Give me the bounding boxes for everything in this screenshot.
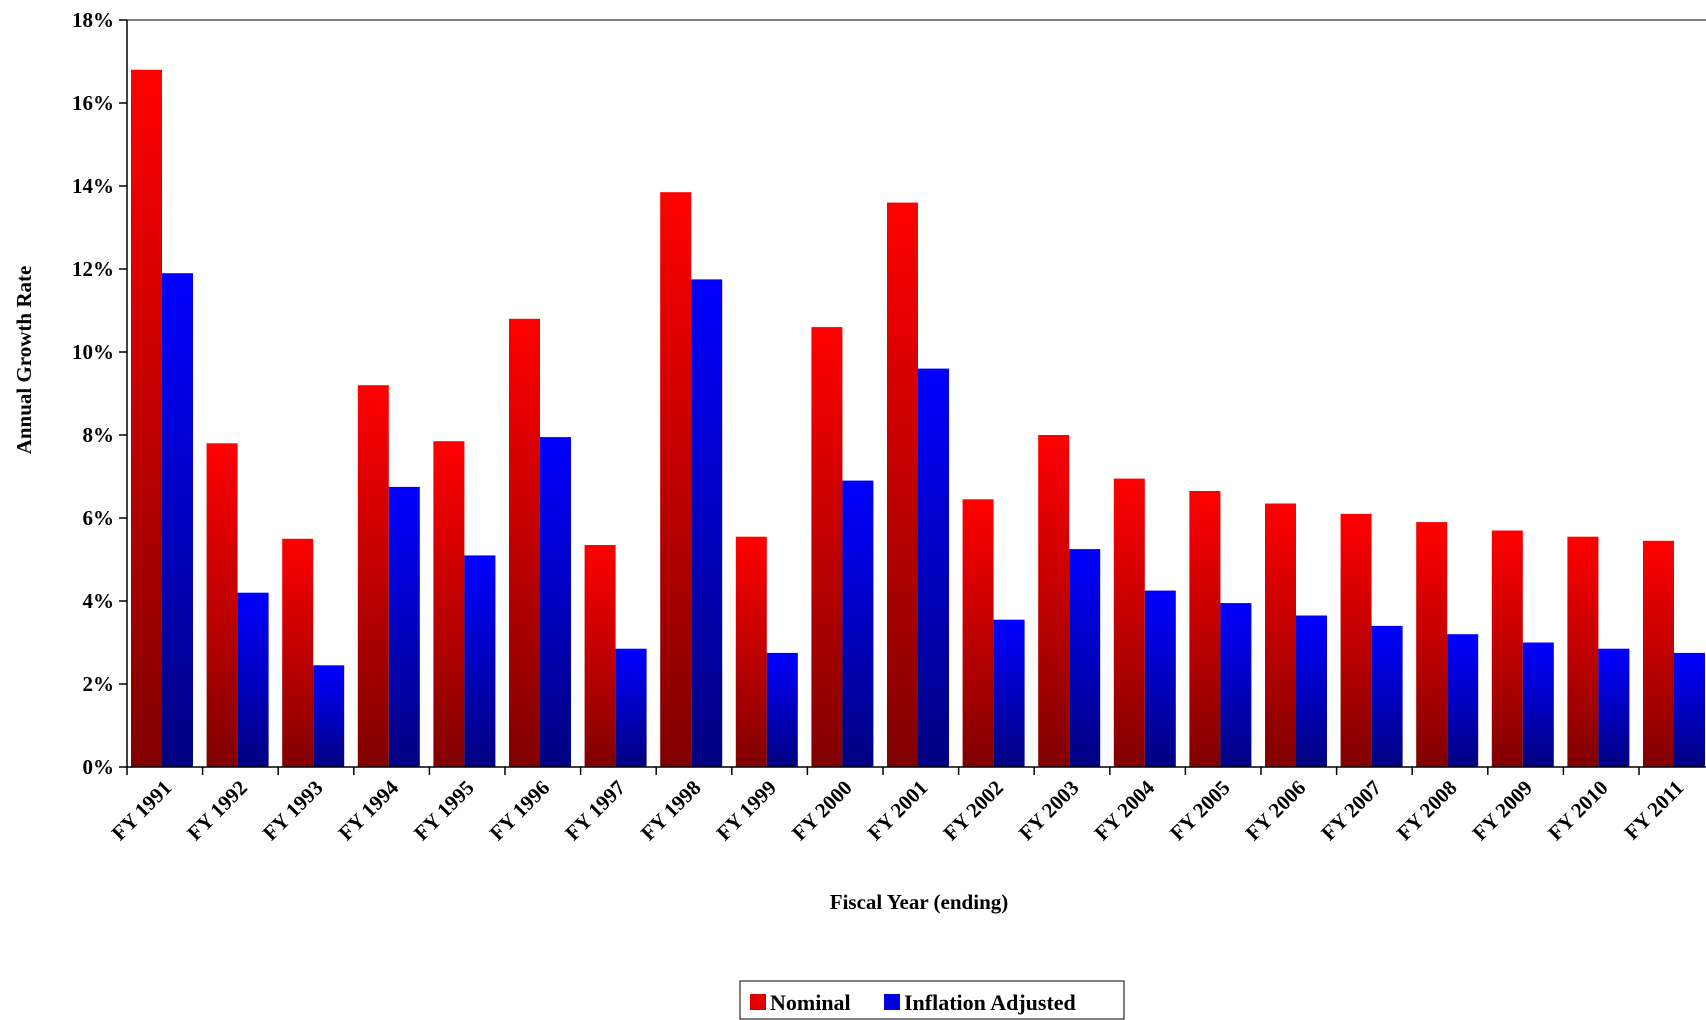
bar-nominal-fy-1994 (357, 385, 389, 767)
bar-inflation-adjusted-fy-1991 (162, 273, 193, 767)
x-tick-label: FY 1991 (107, 776, 177, 846)
bar-inflation-adjusted-fy-2003 (1069, 549, 1101, 767)
bar-nominal-fy-2009 (1491, 530, 1523, 767)
x-tick-label: FY 2011 (1620, 776, 1689, 845)
bar-nominal-fy-2010 (1567, 536, 1599, 767)
x-tick-label: FY 1992 (182, 776, 252, 846)
y-tick-label: 4% (83, 589, 115, 613)
x-tick-label: FY 1997 (560, 776, 630, 846)
legend-label-nominal: Nominal (770, 990, 851, 1015)
bar-inflation-adjusted-fy-1995 (464, 555, 496, 767)
x-axis-title: Fiscal Year (ending) (830, 890, 1009, 914)
legend: Nominal Inflation Adjusted (739, 980, 1125, 1020)
bar-nominal-fy-1992 (206, 443, 238, 767)
x-tick-label: FY 2009 (1468, 776, 1538, 846)
x-ticks-group: FY 1991 FY 1992 FY 1993 FY 1994 FY 1995 FY 19… (107, 767, 1689, 846)
bar-nominal-fy-2006 (1265, 503, 1296, 767)
bar-inflation-adjusted-fy-2004 (1144, 590, 1176, 767)
x-tick-label: FY 1999 (712, 776, 782, 846)
y-axis-title: Annual Growth Rate (12, 266, 36, 455)
legend-swatch-nominal (750, 994, 766, 1010)
x-tick-label: FY 1998 (636, 776, 706, 846)
bar-inflation-adjusted-fy-2005 (1220, 603, 1252, 767)
y-tick-label: 14% (72, 174, 114, 198)
y-ticks-group: 0% 2% 4% 6% 8% 10% 12% 14% 16% 18% (72, 8, 127, 779)
y-tick-label: 10% (72, 340, 114, 364)
y-tick-label: 2% (83, 672, 115, 696)
bar-inflation-adjusted-fy-1998 (691, 279, 723, 767)
x-tick-label: FY 2004 (1090, 775, 1160, 845)
bar-nominal-fy-1993 (282, 538, 314, 768)
bar-inflation-adjusted-fy-2009 (1522, 642, 1554, 767)
x-tick-label: FY 2006 (1241, 776, 1311, 846)
bar-inflation-adjusted-fy-1992 (237, 592, 269, 767)
legend-label-inflation-adjusted: Inflation Adjusted (904, 990, 1076, 1015)
bar-nominal-fy-2005 (1189, 491, 1221, 767)
bar-inflation-adjusted-fy-1993 (313, 665, 345, 767)
legend-swatch-inflation-adjusted (884, 994, 900, 1010)
bar-nominal-fy-2008 (1416, 522, 1448, 767)
x-tick-label: FY 1996 (485, 776, 555, 846)
bar-inflation-adjusted-fy-1997 (615, 648, 647, 767)
bars-group (131, 69, 1705, 768)
bar-inflation-adjusted-fy-2006 (1296, 615, 1327, 767)
y-tick-label: 0% (83, 755, 115, 779)
x-tick-label: FY 2010 (1543, 776, 1613, 846)
y-tick-label: 12% (72, 257, 114, 281)
bar-nominal-fy-1997 (584, 545, 616, 767)
x-tick-label: FY 1993 (258, 776, 328, 846)
x-tick-label: FY 2002 (938, 776, 1008, 846)
bar-nominal-fy-1999 (735, 536, 767, 767)
bar-nominal-fy-1995 (433, 441, 465, 767)
bar-inflation-adjusted-fy-2002 (993, 619, 1025, 767)
bar-nominal-fy-2004 (1113, 478, 1145, 767)
bar-inflation-adjusted-fy-1994 (388, 486, 420, 767)
x-tick-label: FY 2000 (787, 776, 857, 846)
x-tick-label: FY 2008 (1392, 776, 1462, 846)
y-tick-label: 6% (83, 506, 115, 530)
x-tick-label: FY 2007 (1316, 776, 1386, 846)
bar-inflation-adjusted-fy-2007 (1371, 625, 1403, 767)
bar-nominal-fy-1991 (131, 69, 162, 768)
legend-box (739, 980, 1125, 1020)
x-tick-label: FY 2003 (1014, 776, 1084, 846)
bar-nominal-fy-2000 (811, 327, 843, 767)
bar-nominal-fy-2001 (887, 202, 918, 768)
y-tick-label: 18% (72, 8, 114, 32)
bar-inflation-adjusted-fy-2001 (918, 368, 949, 767)
x-tick-label: FY 2005 (1165, 776, 1235, 846)
bar-inflation-adjusted-fy-2011 (1674, 652, 1705, 767)
x-tick-label: FY 1995 (409, 776, 479, 846)
bar-nominal-fy-1998 (660, 192, 692, 767)
bar-inflation-adjusted-fy-2010 (1598, 648, 1630, 767)
y-tick-label: 16% (72, 91, 114, 115)
x-tick-label: FY 2001 (863, 776, 933, 846)
bar-nominal-fy-1996 (509, 318, 540, 767)
bar-nominal-fy-2002 (962, 499, 994, 767)
y-tick-label: 8% (83, 423, 115, 447)
bar-nominal-fy-2003 (1038, 435, 1070, 767)
bar-inflation-adjusted-fy-1996 (540, 437, 571, 767)
bar-inflation-adjusted-fy-2008 (1447, 634, 1479, 767)
bar-nominal-fy-2011 (1643, 540, 1674, 767)
bar-inflation-adjusted-fy-1999 (766, 652, 798, 767)
x-tick-label: FY 1994 (334, 775, 404, 845)
bar-inflation-adjusted-fy-2000 (842, 480, 874, 767)
bar-nominal-fy-2007 (1340, 513, 1372, 767)
axes-group (126, 19, 1706, 768)
